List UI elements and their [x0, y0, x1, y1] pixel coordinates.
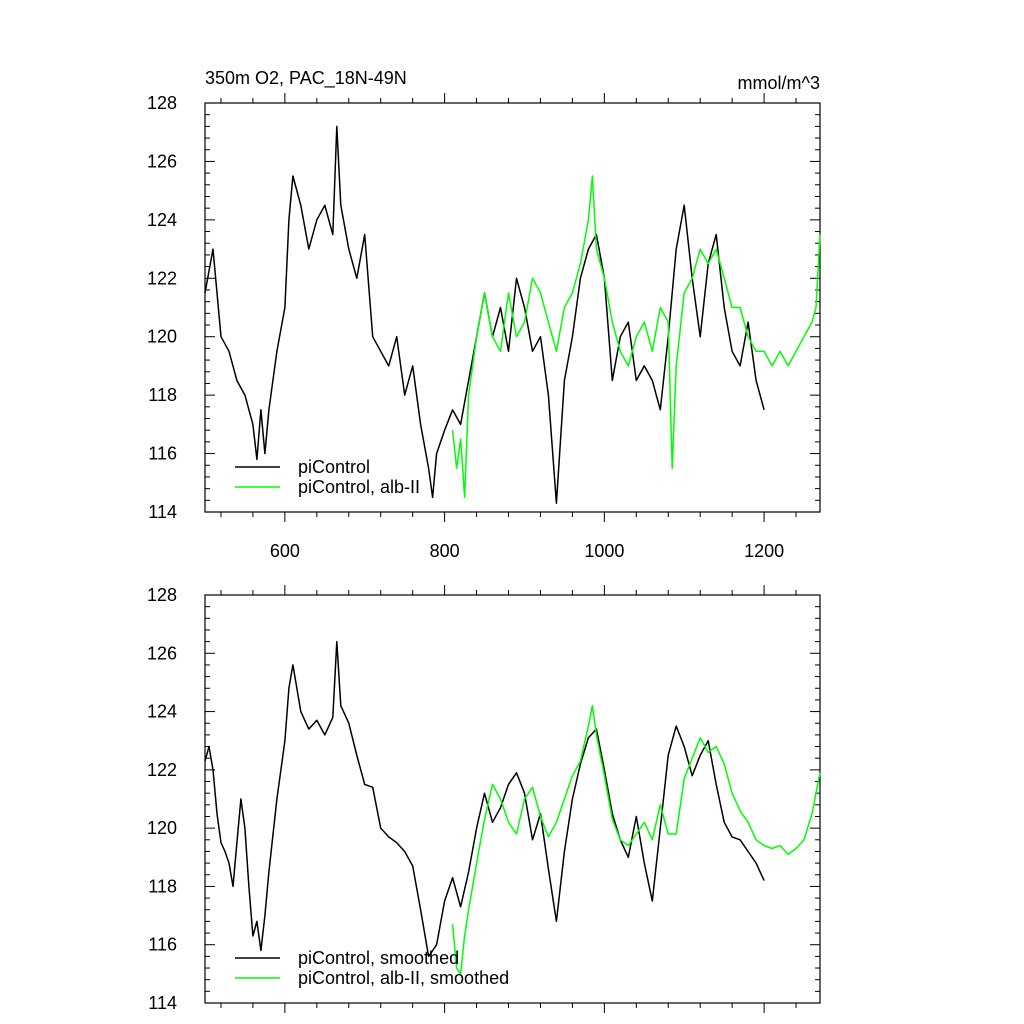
x-tick-label: 1200: [744, 541, 784, 561]
y-tick-label: 122: [147, 760, 177, 780]
y-tick-label: 124: [147, 702, 177, 722]
y-tick-label: 128: [147, 93, 177, 113]
y-tick-label: 116: [148, 444, 177, 464]
y-tick-label: 120: [147, 327, 177, 347]
legend-label-2: piControl, alb-II: [298, 477, 420, 497]
chart-title: 350m O2, PAC_18N-49N: [205, 68, 407, 89]
y-tick-label: 118: [148, 385, 177, 405]
plot-frame: [204, 594, 821, 1004]
panel-2: 114 116 118 120 122 124 126 128 piControl, smoot…: [147, 585, 821, 1013]
y-tick-label: 116: [148, 935, 177, 955]
x-tick-label: 1000: [584, 541, 624, 561]
y-tick-label: 120: [147, 818, 177, 838]
y-tick-label: 114: [148, 502, 177, 522]
legend-label-1: piControl, smoothed: [298, 948, 459, 968]
y-tick-label: 128: [147, 585, 177, 605]
legend-label-2: piControl, alb-II, smoothed: [298, 968, 509, 988]
y-tick-label: 124: [147, 210, 177, 230]
series-line-1: [204, 640, 765, 958]
series-line-2: [451, 175, 821, 499]
y-tick-label: 118: [148, 876, 177, 896]
panel-1: 114 116 118 120 122 124 126 128 600 800 1000 1200 35…: [147, 68, 821, 561]
y-tick-label: 126: [147, 643, 177, 663]
x-tick-label: 800: [430, 541, 460, 561]
y-tick-label: 126: [147, 151, 177, 171]
x-tick-label: 600: [270, 541, 300, 561]
units-label: mmol/m^3: [738, 73, 820, 93]
y-tick-label: 114: [148, 993, 177, 1013]
legend-label-1: piControl: [298, 457, 370, 477]
y-tick-label: 122: [147, 268, 177, 288]
series-line-2: [451, 704, 821, 975]
series-line-1: [204, 125, 765, 504]
plot-frame: [204, 102, 821, 513]
